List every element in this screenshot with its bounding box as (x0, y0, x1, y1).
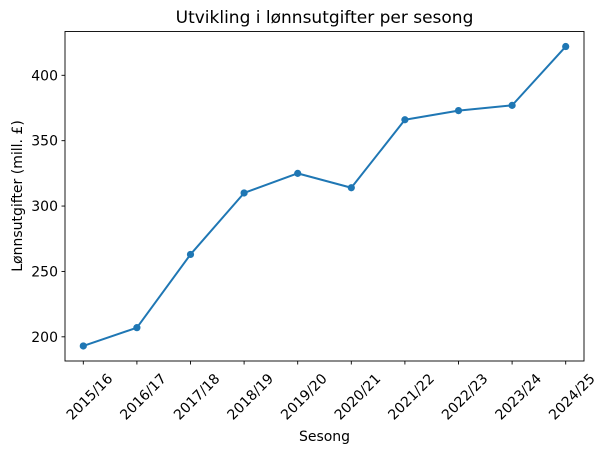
y-tick-label: 250 (31, 264, 58, 280)
x-tick-label: 2024/25 (546, 371, 598, 423)
x-tick-label: 2021/22 (385, 371, 437, 423)
x-tick-label: 2022/23 (439, 371, 491, 423)
y-axis-label: Lønnsutgifter (mill. £) (10, 120, 26, 272)
plot-area: 200 250 300 350 400 2015/16 2016/17 2017/18 2018… (31, 31, 599, 424)
x-tick-label: 2019/20 (278, 371, 330, 423)
x-tick-label: 2015/16 (64, 371, 117, 424)
data-point (79, 342, 87, 350)
y-tick-label: 400 (31, 68, 58, 84)
data-point (454, 107, 463, 115)
data-point (186, 250, 195, 259)
y-tick-label: 300 (31, 199, 58, 215)
data-point (562, 42, 570, 51)
data-point (508, 101, 516, 109)
x-tick-label: 2018/19 (225, 371, 277, 423)
data-point (133, 324, 141, 332)
data-line (82, 45, 567, 347)
x-axis-label: Sesong (299, 429, 350, 445)
y-tick-label: 350 (31, 134, 58, 150)
data-point (240, 189, 248, 197)
plot-spines (64, 31, 585, 362)
x-tick-label: 2023/24 (493, 371, 546, 424)
data-point (347, 184, 355, 192)
data-point (401, 116, 409, 124)
chart-title: Utvikling i lønnsutgifter per sesong (176, 8, 474, 28)
x-tick-label: 2016/17 (117, 371, 169, 423)
data-point (294, 169, 302, 177)
x-tick-label: 2020/21 (332, 371, 384, 423)
x-tick-label: 2017/18 (171, 371, 223, 423)
y-tick-label: 200 (31, 330, 58, 346)
